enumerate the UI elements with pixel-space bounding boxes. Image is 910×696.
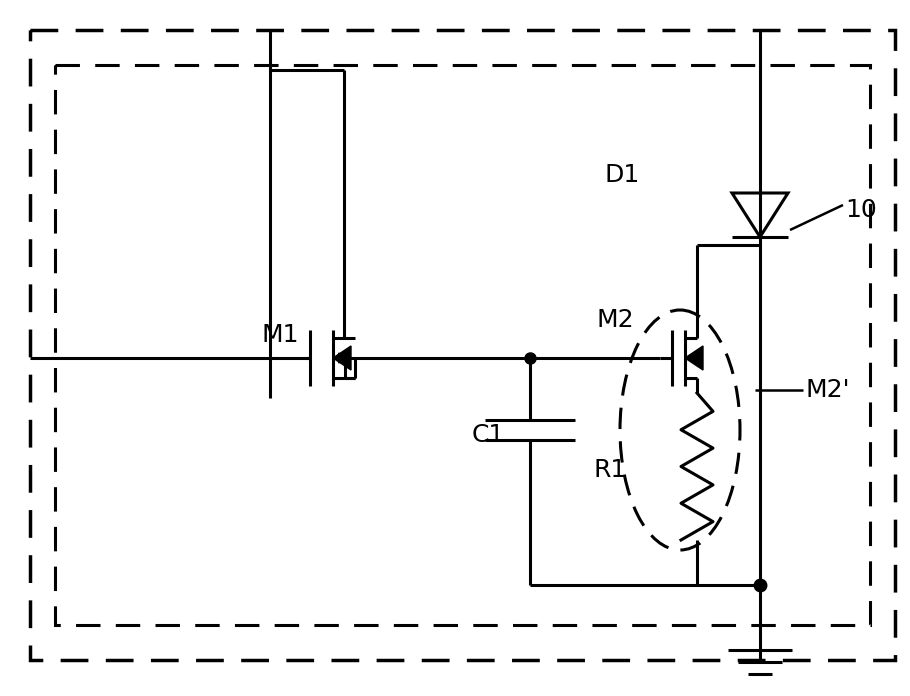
- Text: R1: R1: [593, 458, 627, 482]
- Text: M1: M1: [261, 323, 298, 347]
- Text: D1: D1: [604, 163, 640, 187]
- Bar: [55, 65, 870, 625]
- Text: 10: 10: [845, 198, 876, 222]
- Text: C1: C1: [471, 423, 505, 447]
- Text: M2': M2': [805, 378, 850, 402]
- Polygon shape: [685, 346, 703, 370]
- Text: M2: M2: [596, 308, 633, 332]
- Polygon shape: [333, 346, 351, 370]
